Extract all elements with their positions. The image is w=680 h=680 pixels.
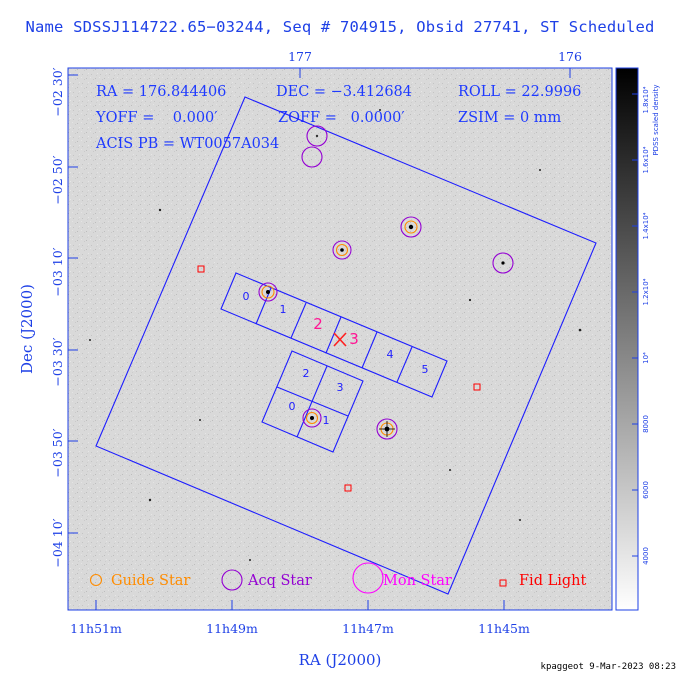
acis-i-array <box>261 350 364 453</box>
colorbar-tick-label: 1.2x10⁴ <box>642 278 650 305</box>
y-tick-label: −04 10′ <box>50 518 65 567</box>
field-stars <box>89 109 582 561</box>
colorbar-tick-label: 8000 <box>642 415 650 433</box>
x-axis-title: RA (J2000) <box>298 651 382 669</box>
acis-s-array <box>220 272 448 398</box>
ccd-label: 5 <box>422 363 429 376</box>
x-tick-label: 11h51m <box>70 621 122 636</box>
colorbar-tick-label: 6000 <box>642 481 650 499</box>
colorbar-tick-label: 1.8x10⁴ <box>642 86 650 113</box>
colorbar-tick-label: 4000 <box>642 547 650 565</box>
top-tick-label: 176 <box>558 49 582 64</box>
x-tick-label: 11h49m <box>206 621 258 636</box>
colorbar <box>615 67 639 611</box>
guide-star-legend-icon <box>89 573 103 587</box>
ccd-label: 4 <box>387 348 394 361</box>
top-tick-label: 177 <box>288 49 312 64</box>
legend-mon-star: Mon Star <box>383 573 452 589</box>
ccd-label: 1 <box>323 414 330 427</box>
ccd-label: 0 <box>243 290 250 303</box>
y-tick-label: −03 30′ <box>50 337 65 386</box>
colorbar-tick-label: 1.4x10⁴ <box>642 212 650 239</box>
legend-fid-light: Fid Light <box>519 573 586 589</box>
info-yoff: YOFF = 0.000′ <box>95 110 218 126</box>
info-dec: DEC = −3.412684 <box>276 84 412 100</box>
y-tick-label: −03 10′ <box>50 247 65 296</box>
aimpoint-marker <box>333 332 347 347</box>
y-tick-label: −02 50′ <box>50 155 65 204</box>
fid-light-legend-icon <box>499 579 507 587</box>
legend-guide-star: Guide Star <box>111 573 190 589</box>
axis-ticks <box>68 68 571 610</box>
plot-title: Name SDSSJ114722.65−03244, Seq # 704915,… <box>25 18 655 36</box>
star-markers <box>258 125 514 440</box>
plot-frame <box>67 67 613 611</box>
acq-star-legend-icon <box>221 569 243 591</box>
ccd-label-aimchip: 3 <box>349 330 359 348</box>
colorbar-ticks <box>632 93 638 557</box>
ccd-label: 1 <box>280 303 287 316</box>
info-roll: ROLL = 22.9996 <box>458 84 581 100</box>
ccd-label: 3 <box>337 381 344 394</box>
info-zsim: ZSIM = 0 mm <box>458 110 562 126</box>
y-tick-label: −02 30′ <box>50 67 65 116</box>
info-acis: ACIS PB = WT0057A034 <box>95 136 279 152</box>
y-tick-label: −03 50′ <box>50 428 65 477</box>
ccd-label: 0 <box>289 400 296 413</box>
ccd-label-aimchip: 2 <box>313 315 323 333</box>
info-zoff: ZOFF = 0.0000′ <box>278 110 405 126</box>
colorbar-tick-label: 10⁴ <box>642 352 650 364</box>
field-of-view-outline <box>95 96 597 595</box>
x-tick-label: 11h47m <box>342 621 394 636</box>
mon-star-legend-icon <box>352 562 384 594</box>
colorbar-tick-label: 1.6x10⁴ <box>642 146 650 173</box>
footer-credit: kpaggeot 9-Mar-2023 08:23 <box>540 662 676 672</box>
legend-acq-star: Acq Star <box>247 573 312 589</box>
info-ra: RA = 176.844406 <box>96 84 226 100</box>
fid-light-markers <box>197 265 481 492</box>
x-tick-label: 11h45m <box>478 621 530 636</box>
legend: Guide Star Acq Star Mon Star Fid Light <box>89 562 586 594</box>
colorbar-title: PDSS scaled density <box>652 84 660 155</box>
ccd-label: 2 <box>303 367 310 380</box>
